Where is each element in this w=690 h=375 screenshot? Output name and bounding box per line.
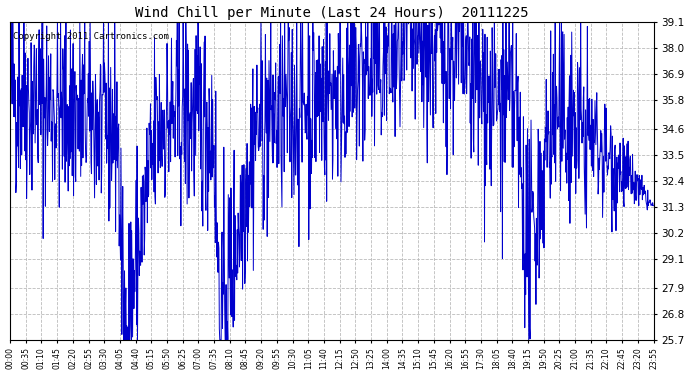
- Title: Wind Chill per Minute (Last 24 Hours)  20111225: Wind Chill per Minute (Last 24 Hours) 20…: [135, 6, 529, 20]
- Text: Copyright 2011 Cartronics.com: Copyright 2011 Cartronics.com: [13, 32, 169, 40]
